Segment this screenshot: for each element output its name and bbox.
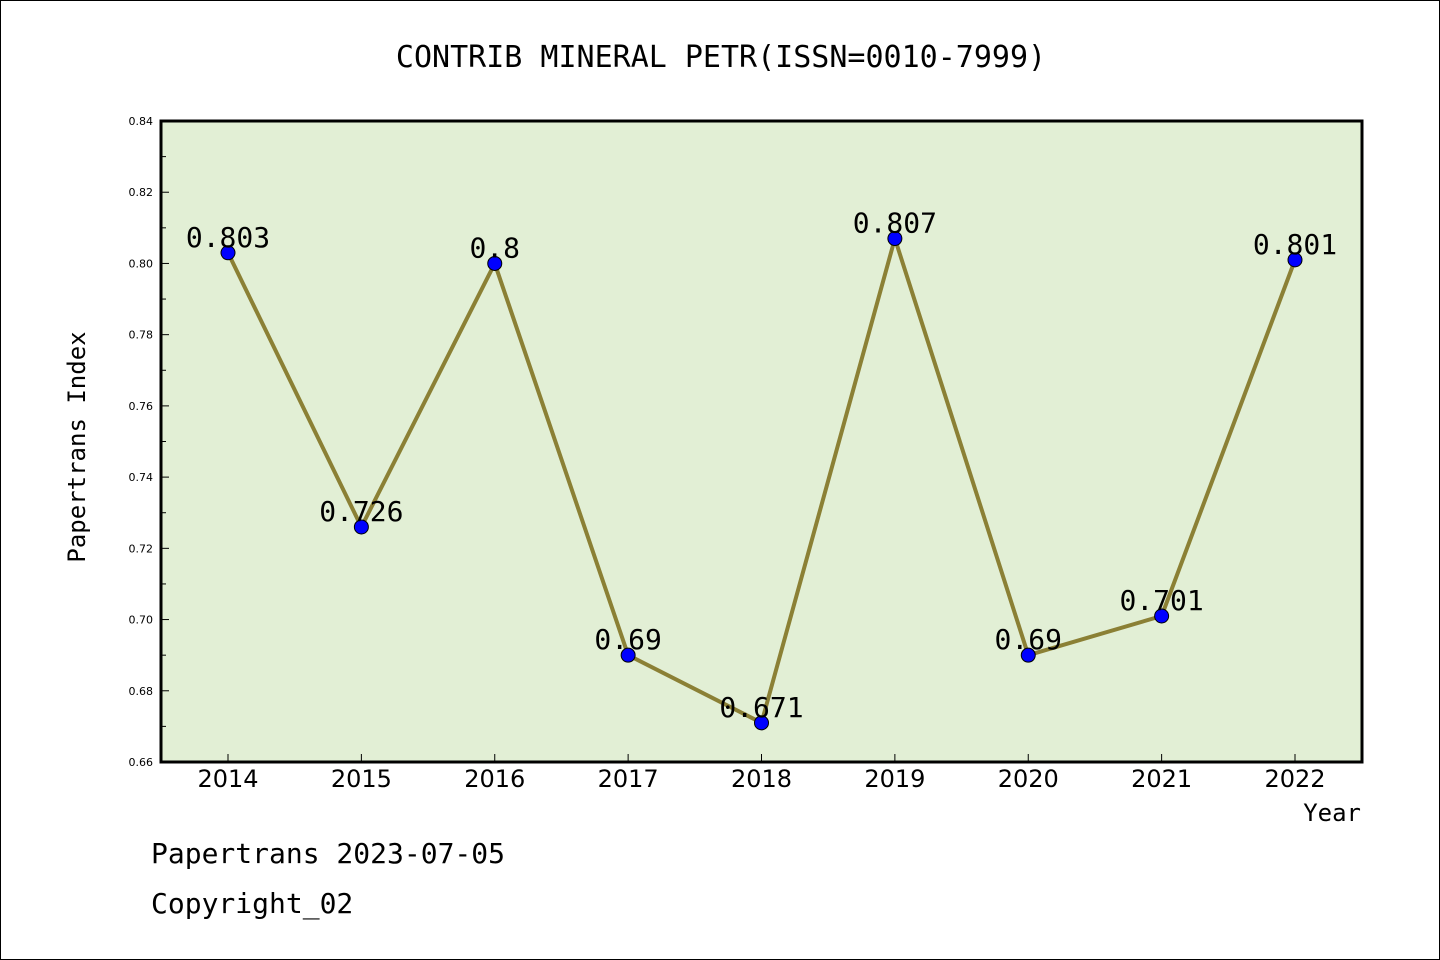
x-axis: 2014 2015 2016 2017 2018 2019 2020 2021 2022 (197, 754, 1326, 793)
data-point-2021 (1154, 608, 1170, 624)
y-axis-label: Papertrans Index (63, 331, 91, 562)
y-tick-label: 0.74 (129, 471, 154, 484)
data-label-2022: 0.801 (1253, 228, 1337, 261)
y-tick-label: 0.78 (129, 329, 154, 342)
data-point-2022 (1287, 252, 1303, 268)
data-label-2017: 0.69 (594, 623, 661, 656)
x-tick-label: 2015 (331, 765, 392, 793)
x-tick-label: 2014 (197, 765, 258, 793)
data-point-2017 (620, 647, 636, 663)
data-point-2015 (353, 519, 369, 535)
data-point-2014 (220, 245, 236, 261)
plot-area (159, 119, 1364, 764)
series-papertrans-index: 0.803 0.726 0.8 0.69 0.671 0.807 0.69 0.701 0.80… (186, 207, 1337, 731)
y-axis: 0.66 0.68 0.70 0.72 0.74 0.76 0.78 0.80 0.82 0.84 (129, 115, 169, 769)
x-tick-label: 2019 (864, 765, 925, 793)
y-tick-label: 0.82 (129, 186, 154, 199)
y-tick-label: 0.72 (129, 542, 154, 555)
data-label-2020: 0.69 (995, 623, 1062, 656)
y-tick-label: 0.80 (129, 257, 154, 270)
footer-date: Papertrans 2023-07-05 (151, 837, 506, 870)
data-label-2018: 0.671 (719, 691, 803, 724)
data-label-2021: 0.701 (1119, 584, 1203, 617)
y-tick-label: 0.66 (129, 756, 154, 769)
y-tick-label: 0.70 (129, 614, 154, 627)
y-tick-label: 0.84 (129, 115, 154, 128)
x-tick-label: 2017 (598, 765, 659, 793)
data-label-2015: 0.726 (319, 495, 403, 528)
y-tick-label: 0.68 (129, 685, 154, 698)
x-tick-label: 2020 (998, 765, 1059, 793)
data-label-2016: 0.8 (469, 231, 520, 264)
data-point-2016 (487, 255, 503, 271)
data-label-2014: 0.803 (186, 221, 270, 254)
x-tick-label: 2022 (1264, 765, 1325, 793)
x-tick-label: 2016 (464, 765, 525, 793)
data-point-2018 (754, 715, 769, 731)
chart-title: CONTRIB MINERAL PETR(ISSN=0010-7999) (396, 40, 1046, 75)
data-label-2019: 0.807 (853, 207, 937, 240)
data-point-2019 (887, 231, 903, 247)
x-tick-label: 2021 (1131, 765, 1192, 793)
footer-copyright: Copyright_02 (151, 887, 354, 920)
y-tick-label: 0.76 (129, 400, 154, 413)
x-axis-label: Year (1303, 799, 1361, 827)
data-point-2020 (1020, 647, 1036, 663)
x-tick-label: 2018 (731, 765, 792, 793)
